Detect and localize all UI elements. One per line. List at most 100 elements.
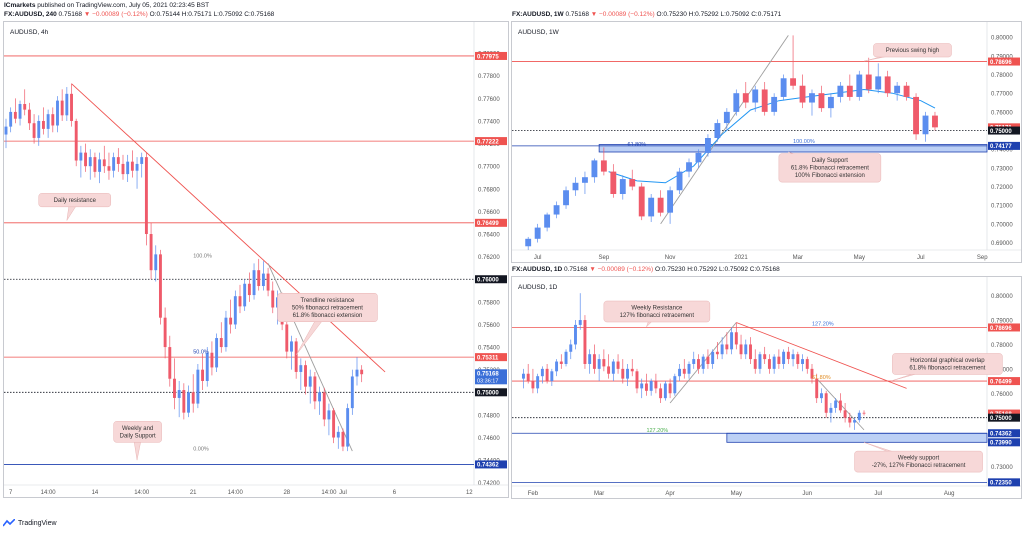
candle [767, 354, 771, 374]
d1-low: L:0.75092 [719, 266, 748, 273]
d1-chart-panel[interactable]: 0.800000.790000.780000.770000.760000.750… [511, 276, 1022, 499]
candle-body [715, 351, 719, 355]
y-tick-label: 0.70000 [991, 222, 1013, 228]
fibonacci-label: 50.0% [193, 349, 209, 355]
y-tick-label: 0.77400 [478, 119, 500, 125]
candle [654, 373, 658, 394]
candle [796, 351, 800, 369]
candle [158, 249, 162, 325]
candle [37, 115, 41, 146]
h4-ohlc-header: FX:AUDUSD, 240 0.75168 ▼ −0.00089 (−0.12… [4, 11, 274, 19]
callout-text: 100% Fibonacci extension [795, 173, 865, 179]
candle [843, 403, 847, 423]
candle [602, 349, 606, 372]
y-tick-label: 0.74000 [991, 148, 1013, 154]
candle [574, 320, 577, 350]
trend-line [71, 83, 386, 373]
candle [621, 359, 625, 384]
y-tick-label: 0.75400 [478, 346, 500, 352]
candle-body [205, 352, 209, 381]
candle-body [135, 163, 139, 171]
candle-body [126, 161, 130, 175]
candle [723, 108, 730, 131]
price-label-text: 0.76000 [477, 278, 499, 284]
candle-body [848, 417, 852, 423]
candle-body [65, 93, 69, 116]
callout-box [873, 43, 952, 58]
candle-body [70, 93, 73, 121]
candle-body [734, 332, 738, 345]
y-tick-label: 0.80000 [991, 294, 1013, 300]
candle [536, 373, 540, 394]
candle [626, 363, 629, 386]
candle-body [649, 381, 653, 391]
candle [355, 357, 359, 386]
x-tick-label: Jul [339, 490, 347, 496]
price-label-text: 0.75000 [990, 129, 1012, 135]
candle-body [257, 270, 261, 287]
x-tick-label: 14:00 [134, 490, 150, 496]
x-tick-label: Sep [599, 255, 610, 261]
x-tick-label: 12 [466, 490, 473, 496]
candle [177, 380, 181, 418]
candle-body [758, 354, 762, 369]
price-label-text: 0.76499 [990, 379, 1012, 385]
candle-body [582, 177, 588, 183]
candle [799, 74, 806, 109]
x-tick-label: Nov [665, 255, 676, 261]
d1-chart[interactable]: 0.800000.790000.780000.770000.760000.750… [512, 277, 1021, 498]
callout-text: Weekly Resistance [631, 306, 683, 312]
candle-body [531, 381, 535, 389]
y-tick-label: 0.74600 [478, 436, 500, 442]
candle-body [701, 356, 705, 369]
x-tick-label: Sep [977, 255, 988, 261]
w1-symbol: FX:AUDUSD, 1W [512, 11, 564, 18]
w1-chart[interactable]: 0.80000 0.79000 0.78000 0.77000 0.76000 0.750… [512, 22, 1021, 262]
x-tick-label: Jun [802, 491, 812, 497]
price-label-tag [475, 137, 507, 146]
callout-text: 50% fibonacci retracement [292, 305, 363, 311]
candle [810, 363, 814, 384]
candle [801, 354, 804, 372]
candle-body [932, 115, 938, 128]
price-label-tag [475, 275, 507, 284]
candle-body [913, 96, 919, 135]
candle [701, 354, 705, 374]
h4-chart[interactable]: 0.780000.778000.776000.774000.772000.770… [4, 22, 508, 497]
candle [173, 358, 176, 410]
candle [564, 349, 568, 367]
candle [261, 261, 265, 291]
callout-text: 127% fibonacci retracement [620, 313, 695, 319]
candle-body [720, 344, 724, 355]
candle-body [144, 157, 148, 235]
candle-body [678, 368, 682, 377]
candle-body [350, 376, 354, 409]
candle-body [553, 205, 560, 215]
candle [84, 143, 88, 172]
tradingview-footer[interactable]: TradingView [2, 518, 57, 527]
candle [600, 147, 607, 176]
candle [752, 85, 759, 112]
candle [544, 212, 551, 232]
candle [140, 152, 144, 178]
h4-chart-panel[interactable]: 0.780000.778000.776000.774000.772000.770… [3, 21, 509, 498]
published-text: published on TradingView.com, July 05, 2… [37, 2, 210, 9]
candle-body [791, 354, 795, 360]
candle-body [525, 238, 532, 247]
candle [144, 152, 148, 246]
candle-body [336, 431, 340, 438]
candle [313, 371, 317, 410]
y-tick-label: 0.79000 [991, 54, 1013, 60]
candle [224, 310, 228, 352]
w1-chart-panel[interactable]: 0.80000 0.79000 0.78000 0.77000 0.76000 0.750… [511, 21, 1022, 263]
candle [786, 346, 790, 364]
candle [327, 403, 331, 436]
trend-line [736, 322, 907, 389]
candle-body [846, 85, 853, 97]
candle-body [201, 369, 205, 381]
candle [733, 89, 740, 116]
candle-body [583, 320, 587, 364]
candle [739, 334, 743, 360]
candle [809, 89, 815, 116]
candle [46, 109, 50, 138]
